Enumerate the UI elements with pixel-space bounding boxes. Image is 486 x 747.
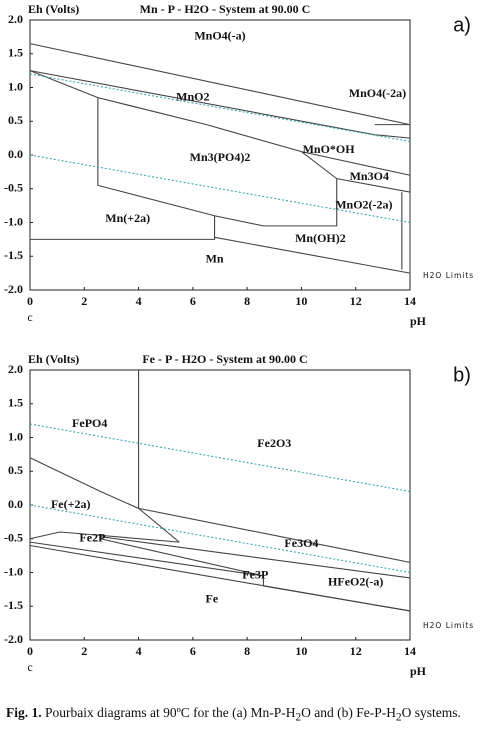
y-tick-label: -1.5	[4, 598, 23, 612]
caption-sub: 2	[295, 711, 302, 724]
region-label: MnO*OH	[303, 142, 356, 156]
h2o-limit-line	[29, 73, 411, 143]
x-tick-label: 10	[295, 644, 307, 658]
x-axis-label: pH	[410, 664, 427, 678]
caption-label: Fig. 1.	[6, 705, 42, 720]
boundary-line	[301, 151, 411, 176]
figure: Mn - P - H2O - System at 90.00 C Eh (Volt…	[4, 2, 474, 678]
h2o-limit-line	[29, 423, 411, 493]
y-tick-label: 1.0	[8, 79, 23, 93]
region-label: MnO2(-2a)	[335, 197, 392, 211]
chart-title: Fe - P - H2O - System at 90.00 C	[142, 352, 307, 366]
h2o-limit-line	[29, 504, 411, 574]
y-tick-label: 0.5	[8, 463, 23, 477]
region-label: MnO4(-a)	[194, 29, 245, 43]
y-tick-label: 0.5	[8, 113, 23, 127]
x-tick-label: 4	[136, 294, 142, 308]
x-tick-label: 8	[244, 644, 250, 658]
boundary-line	[336, 178, 411, 274]
boundary-line	[29, 541, 264, 586]
region-label: Mn3O4	[350, 169, 389, 183]
x-tick-label: 10	[295, 294, 307, 308]
x-tick-label: 2	[81, 644, 87, 658]
x-tick-label: 12	[350, 294, 362, 308]
boundary-line	[138, 507, 411, 563]
h2o-limits-label: H2O Limits	[423, 621, 474, 630]
region-label: FePO4	[72, 416, 107, 430]
region-label: HFeO2(-a)	[328, 574, 383, 588]
y-axis-label: Eh (Volts)	[28, 2, 79, 16]
region-label: Fe2O3	[257, 436, 291, 450]
caption: Fig. 1. Pourbaix diagrams at 90ºC for th…	[6, 704, 480, 727]
origin-label: c	[27, 660, 32, 674]
y-tick-label: -2.0	[4, 282, 23, 296]
y-tick-label: -1.0	[4, 214, 23, 228]
y-tick-label: -1.0	[4, 564, 23, 578]
boundary-line	[29, 531, 180, 543]
caption-text: Pourbaix diagrams at 90ºC for the (a) Mn…	[41, 705, 296, 720]
x-tick-label: 6	[190, 294, 196, 308]
x-tick-label: 0	[27, 644, 33, 658]
y-tick-label: 1.5	[8, 396, 23, 410]
y-tick-label: -0.5	[4, 181, 23, 195]
x-tick-label: 12	[350, 644, 362, 658]
boundary-line	[29, 70, 411, 139]
x-tick-label: 14	[404, 294, 416, 308]
origin-label: c	[27, 310, 32, 324]
region-label: Fe	[206, 591, 219, 605]
x-tick-label: 0	[27, 294, 33, 308]
h2o-limits-label: H2O Limits	[423, 271, 474, 280]
region-label: Fe3O4	[284, 536, 318, 550]
x-axis-label: pH	[410, 314, 427, 328]
region-label: Fe3P	[242, 568, 268, 582]
boundary-line	[97, 97, 338, 227]
x-tick-label: 6	[190, 644, 196, 658]
x-tick-label: 8	[244, 294, 250, 308]
panel-label: a)	[453, 14, 471, 36]
region-label: Mn	[206, 251, 224, 265]
y-tick-label: 1.5	[8, 46, 23, 60]
region-label: MnO4(-2a)	[349, 86, 406, 100]
caption-text: O and (b) Fe-P-H	[301, 705, 396, 720]
y-tick-label: 1.0	[8, 429, 23, 443]
boundary-line	[100, 536, 411, 579]
boundary-line	[214, 236, 411, 274]
y-axis-label: Eh (Volts)	[28, 352, 79, 366]
x-tick-label: 2	[81, 294, 87, 308]
h2o-limit-line	[29, 154, 411, 224]
chart-title: Mn - P - H2O - System at 90.00 C	[140, 2, 311, 16]
y-tick-label: -2.0	[4, 632, 23, 646]
boundary-line	[263, 585, 411, 612]
y-tick-label: -1.5	[4, 248, 23, 262]
x-tick-label: 4	[136, 644, 142, 658]
panel-label: b)	[453, 364, 471, 386]
boundary-line	[30, 215, 216, 240]
boundary-line	[29, 43, 411, 126]
boundary-line	[29, 70, 338, 180]
y-tick-label: 0.0	[8, 497, 23, 511]
y-tick-label: 0.0	[8, 147, 23, 161]
boundary-line	[29, 457, 180, 543]
boundary-line	[100, 538, 264, 577]
caption-text: O systems.	[401, 705, 461, 720]
y-tick-label: 2.0	[8, 12, 23, 26]
y-tick-label: 2.0	[8, 362, 23, 376]
region-label: Mn3(PO4)2	[190, 150, 251, 164]
region-label: Fe(+2a)	[51, 497, 91, 511]
region-label: Mn(OH)2	[295, 231, 346, 245]
caption-sub: 2	[396, 711, 402, 724]
region-label: MnO2	[176, 89, 209, 103]
region-label: Mn(+2a)	[105, 211, 150, 225]
x-tick-label: 14	[404, 644, 416, 658]
y-tick-label: -0.5	[4, 531, 23, 545]
region-label: Fe2P	[79, 531, 105, 545]
